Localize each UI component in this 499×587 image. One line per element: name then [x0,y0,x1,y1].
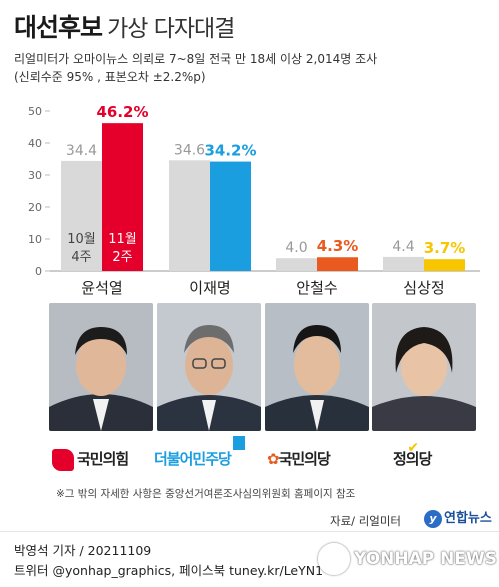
subtitle: 리얼미터가 오마이뉴스 의뢰로 7~8일 전국 만 18세 이상 2,014명 … [14,52,378,66]
party-logo-justice: 정의당✔ [393,440,432,469]
candidate-photo-ahn [265,303,369,431]
data-label-curr: 46.2% [96,103,148,121]
title-bold: 대선후보 [14,13,103,42]
y-tick-label: 0 [35,265,42,278]
category-label: 윤석열 [81,279,122,297]
watermark-text: YONHAP NEWS [354,549,497,569]
party-name-ppp: 국민의힘 [77,450,129,468]
data-label-curr: 34.2% [204,142,256,160]
bar-curr-1 [210,161,251,271]
legend-label-curr: 2주 [112,250,132,265]
divider [0,531,499,532]
democratic-party-logo-icon [232,436,245,450]
party-logo-peoples: ✿국민의당 [267,448,331,469]
survey-note: (신뢰수준 95% , 표본오차 ±2.2%p) [14,70,206,84]
party-name-peoples: 국민의당 [278,450,331,468]
candidate-photo-lee [157,303,261,431]
y-tick-label: 20 [28,201,42,214]
yonhap-logo-icon: y [424,509,442,528]
y-tick-label: 10 [28,233,42,246]
category-label: 이재명 [189,279,230,297]
y-tick-label: 40 [28,137,42,150]
y-tick-label: 30 [28,169,42,182]
category-label: 심상정 [403,279,444,297]
bar-prev-3 [383,256,424,271]
bar-curr-2 [317,257,358,271]
party-logo-ppp: 국민의힘 [52,448,129,471]
bar-chart: 0 10 20 30 40 50 34.4 46.2% 윤석열 34.6 34.2% 이재명 4.0 4.… [28,103,480,297]
category-label: 안철수 [296,279,337,297]
candidate-photo-sim [372,303,476,431]
social-credit: 트위터 @yonhap_graphics, 페이스북 tuney.kr/LeYN… [14,563,324,578]
data-label-prev: 4.0 [285,240,307,256]
data-label-prev: 4.4 [392,239,414,255]
candidate-photo-yoon [49,303,153,431]
party-name-democratic: 더불어민주당 [154,450,232,468]
legend-label-prev: 4주 [71,250,91,265]
party-logo-democratic: 더불어민주당 [154,436,245,469]
agency-name: 연합뉴스 [444,511,492,526]
party-name-justice: 정의당 [393,450,432,468]
justice-party-logo-icon: ✔ [407,440,419,456]
agency-logo: y 연합뉴스 [424,507,492,528]
data-label-curr: 4.3% [317,237,359,255]
data-label-prev: 34.6 [174,142,205,158]
legend-label-prev: 10월 [67,232,96,247]
peoples-party-logo-icon: ✿ [267,450,280,468]
watermark: YONHAP NEWS [318,543,497,575]
data-label-prev: 34.4 [66,143,97,159]
footnote: ※그 밖의 자세한 사항은 중앙선거여론조사심의위원회 홈페이지 참조 [56,488,356,500]
bar-curr-0 [102,123,143,271]
bar-prev-0 [61,160,102,271]
reporter-credit: 박영석 기자 / 20211109 [14,543,152,558]
legend-label-curr: 11월 [108,232,137,247]
bar-prev-1 [169,160,210,271]
title-light: 가상 다자대결 [107,16,235,42]
page-title: 대선후보 가상 다자대결 [14,8,235,44]
data-label-curr: 3.7% [424,239,466,257]
data-source: 자료/ 리얼미터 [330,514,402,528]
bar-curr-3 [424,259,465,271]
bar-prev-2 [276,258,317,271]
ppp-logo-icon [52,448,74,471]
y-tick-label: 50 [28,105,42,118]
watermark-circle-icon [318,543,350,575]
